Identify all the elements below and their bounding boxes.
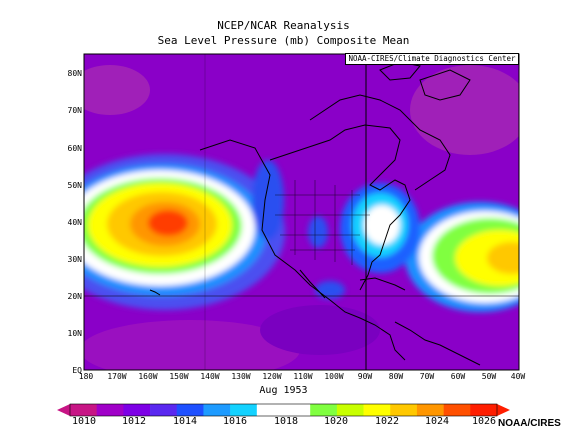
- lon-label: 80W: [388, 372, 404, 381]
- colorbar-cell: [203, 404, 231, 416]
- lat-label: 60N: [67, 144, 82, 153]
- org-label: NOAA/CIRES: [498, 418, 561, 429]
- colorbar-cell: [363, 404, 391, 416]
- lat-label: 50N: [67, 181, 82, 190]
- lon-label: 160W: [138, 372, 158, 381]
- lon-label: 60W: [450, 372, 466, 381]
- colorbar-label: 1012: [121, 416, 147, 427]
- colorbar-cell: [283, 404, 311, 416]
- lat-label: 10N: [67, 329, 82, 338]
- colorbar-cell: [70, 404, 97, 416]
- colorbar-cell: [390, 404, 418, 416]
- lat-label: 40N: [67, 218, 82, 227]
- colorbar-label: 1026: [471, 416, 497, 427]
- lon-label: 140W: [200, 372, 220, 381]
- colorbar: [57, 403, 510, 417]
- lat-label: EQ: [72, 366, 82, 375]
- colorbar-label: 1020: [323, 416, 349, 427]
- lon-label: 120W: [262, 372, 282, 381]
- coastlines: [149, 61, 481, 366]
- lon-label: 170W: [107, 372, 127, 381]
- lon-label: 180: [78, 372, 94, 381]
- colorbar-label: 1022: [374, 416, 400, 427]
- colorbar-cell: [470, 404, 498, 416]
- colorbar-cell: [336, 404, 364, 416]
- colorbar-cell: [256, 404, 284, 416]
- colorbar-cell: [150, 404, 178, 416]
- colorbar-cell: [443, 404, 471, 416]
- pressure-field: [84, 54, 519, 370]
- colorbar-cell: [176, 404, 204, 416]
- colorbar-cell: [416, 404, 444, 416]
- credit-label: NOAA-CIRES/Climate Diagnostics Center: [345, 53, 519, 65]
- colorbar-label: 1010: [71, 416, 97, 427]
- lat-label: 30N: [67, 255, 82, 264]
- lat-label: 80N: [67, 69, 82, 78]
- lat-label: 20N: [67, 292, 82, 301]
- colorbar-cell: [123, 404, 151, 416]
- chart-title: NCEP/NCAR Reanalysis: [217, 19, 350, 32]
- lon-label: 150W: [169, 372, 189, 381]
- period-label: Aug 1953: [259, 385, 308, 396]
- colorbar-cell: [230, 404, 258, 416]
- colorbar-cell: [310, 404, 338, 416]
- lon-label: 50W: [481, 372, 497, 381]
- colorbar-label: 1016: [222, 416, 248, 427]
- colorbar-label: 1014: [172, 416, 198, 427]
- lon-label: 100W: [324, 372, 344, 381]
- colorbar-cell: [96, 404, 124, 416]
- lon-label: 130W: [231, 372, 251, 381]
- colorbar-label: 1024: [424, 416, 450, 427]
- lon-label: 40W: [510, 372, 526, 381]
- lon-label: 110W: [293, 372, 313, 381]
- colorbar-label: 1018: [273, 416, 299, 427]
- lat-label: 70N: [67, 106, 82, 115]
- lon-label: 90W: [357, 372, 373, 381]
- chart-subtitle: Sea Level Pressure (mb) Composite Mean: [157, 34, 410, 47]
- lon-label: 70W: [419, 372, 435, 381]
